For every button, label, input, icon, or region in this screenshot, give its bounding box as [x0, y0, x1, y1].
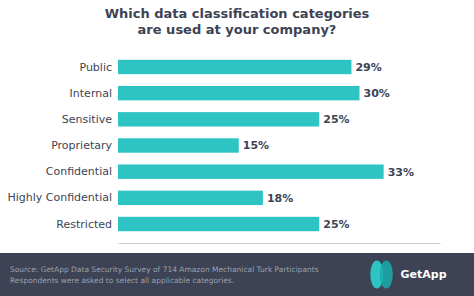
x-axis: [119, 243, 441, 244]
category-label: Restricted: [56, 218, 112, 231]
data-label: 30%: [364, 87, 390, 100]
y-axis: Public Internal Sensitive Proprietary Confid…: [7, 60, 112, 230]
y-tick: Restricted: [56, 218, 112, 231]
footer-background: [0, 253, 474, 296]
bar: [118, 112, 319, 126]
bar: [118, 191, 263, 205]
y-tick: Confidential: [46, 165, 112, 178]
bar: [118, 138, 239, 152]
logo-shape: [380, 261, 393, 289]
bar: [118, 60, 351, 74]
data-label: 33%: [388, 166, 414, 179]
plot: Public Internal Sensitive Proprietary Confid…: [7, 60, 440, 244]
y-tick: Internal: [70, 87, 112, 100]
bar: [118, 217, 319, 231]
chart: Which data classification categoriesare …: [0, 0, 474, 296]
data-label: 25%: [323, 113, 349, 126]
footer: Source: GetApp Data Security Survey of 7…: [0, 253, 474, 296]
footer-text: Source: GetApp Data Security Survey of 7…: [10, 265, 319, 285]
category-label: Internal: [70, 87, 112, 100]
title: Which data classification categoriesare …: [105, 6, 370, 37]
category-label: Highly Confidential: [7, 191, 112, 204]
bars: [118, 60, 384, 231]
data-label: 25%: [323, 218, 349, 231]
data-label: 29%: [355, 61, 381, 74]
y-tick: Proprietary: [51, 139, 112, 152]
data-label: 15%: [243, 139, 269, 152]
logo-text: GetApp: [401, 268, 447, 281]
bar: [118, 86, 360, 100]
y-tick: Public: [79, 60, 112, 73]
bar: [118, 164, 384, 178]
category-label: Confidential: [46, 165, 112, 178]
x-axis-line: [119, 243, 441, 244]
data-label: 18%: [267, 192, 293, 205]
y-tick: Sensitive: [62, 113, 112, 126]
y-tick: Highly Confidential: [7, 191, 112, 204]
data-labels: 29% 30% 25% 15% 33% 18% 25%: [243, 61, 414, 231]
category-label: Proprietary: [51, 139, 112, 152]
category-label: Public: [79, 60, 112, 73]
category-label: Sensitive: [62, 113, 112, 126]
